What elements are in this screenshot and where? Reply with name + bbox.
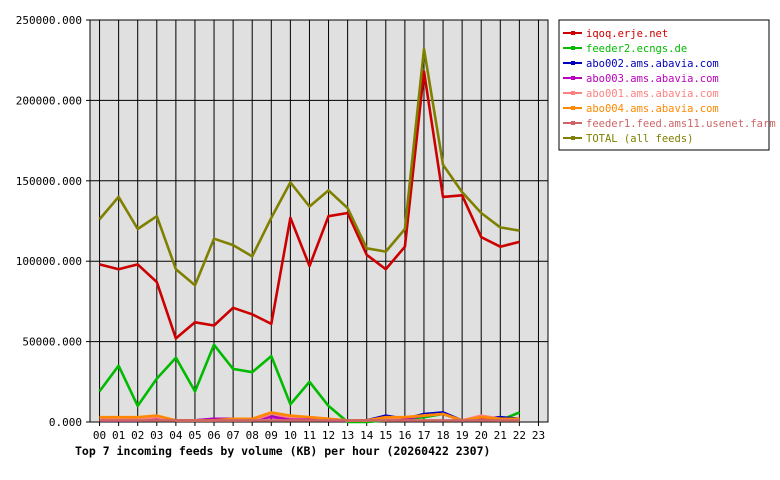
legend-swatch-marker xyxy=(571,61,575,65)
legend: iqoq.erje.net feeder2.ecngs.de abo002.ams.… xyxy=(558,19,776,151)
x-tick-label: 12 xyxy=(322,429,335,442)
y-tick-label: 50000.000 xyxy=(22,336,82,349)
chart-title: Top 7 incoming feeds by volume (KB) per … xyxy=(75,444,490,458)
legend-label: abo003.ams.abavia.com xyxy=(586,73,719,85)
x-tick-label: 00 xyxy=(93,429,106,442)
series-lines xyxy=(98,47,520,424)
legend-swatch-marker xyxy=(571,136,575,140)
x-tick-label: 11 xyxy=(303,429,316,442)
x-tick-label: 08 xyxy=(246,429,259,442)
legend-label: iqoq.erje.net xyxy=(586,28,668,40)
grid-lines xyxy=(90,20,548,422)
x-tick-label: 21 xyxy=(494,429,507,442)
x-tick-label: 22 xyxy=(513,429,526,442)
x-tick-label: 19 xyxy=(456,429,469,442)
x-tick-label: 14 xyxy=(360,429,374,442)
x-tick-label: 18 xyxy=(436,429,449,442)
y-axis-ticks: 0.000 50000.000 100000.000 150000.000 200000… xyxy=(16,14,90,429)
x-tick-label: 13 xyxy=(341,429,354,442)
x-axis-ticks: 00 01 02 03 04 05 06 07 08 09 10 11 12 13 14 15 16 17 18 19… xyxy=(93,422,545,442)
y-tick-label: 200000.000 xyxy=(16,94,82,107)
x-tick-label: 04 xyxy=(169,429,183,442)
legend-label: feeder1.feed.ams11.usenet.farm xyxy=(586,118,776,130)
legend-box xyxy=(558,19,770,151)
x-tick-label: 01 xyxy=(112,429,125,442)
y-tick-label: 100000.000 xyxy=(16,255,82,268)
y-tick-label: 250000.000 xyxy=(16,14,82,27)
y-tick-label: 150000.000 xyxy=(16,175,82,188)
legend-label: abo001.ams.abavia.com xyxy=(586,88,719,100)
x-tick-label: 10 xyxy=(284,429,297,442)
x-tick-label: 03 xyxy=(150,429,163,442)
x-tick-label: 17 xyxy=(417,429,430,442)
legend-swatch-marker xyxy=(571,46,575,50)
y-tick-label: 0.000 xyxy=(49,416,82,429)
x-tick-label: 02 xyxy=(131,429,144,442)
x-tick-label: 05 xyxy=(188,429,201,442)
legend-swatch-marker xyxy=(571,121,575,125)
legend-entries: iqoq.erje.net feeder2.ecngs.de abo002.ams.… xyxy=(563,28,776,145)
x-tick-label: 06 xyxy=(207,429,220,442)
x-tick-label: 23 xyxy=(532,429,545,442)
x-tick-label: 16 xyxy=(398,429,411,442)
x-tick-label: 09 xyxy=(265,429,278,442)
legend-swatch-marker xyxy=(571,76,575,80)
x-tick-label: 07 xyxy=(227,429,240,442)
legend-label: TOTAL (all feeds) xyxy=(586,133,693,145)
plot-area xyxy=(89,19,549,423)
x-tick-label: 15 xyxy=(379,429,392,442)
series-line xyxy=(99,70,520,340)
series-line xyxy=(99,411,520,422)
legend-label: feeder2.ecngs.de xyxy=(586,43,687,55)
legend-label: abo002.ams.abavia.com xyxy=(586,58,719,70)
legend-swatch-marker xyxy=(571,106,575,110)
x-tick-label: 20 xyxy=(475,429,488,442)
legend-label: abo004.ams.abavia.com xyxy=(586,103,719,115)
legend-swatch-marker xyxy=(571,91,575,95)
legend-swatch-marker xyxy=(571,31,575,35)
series-line xyxy=(98,47,520,287)
